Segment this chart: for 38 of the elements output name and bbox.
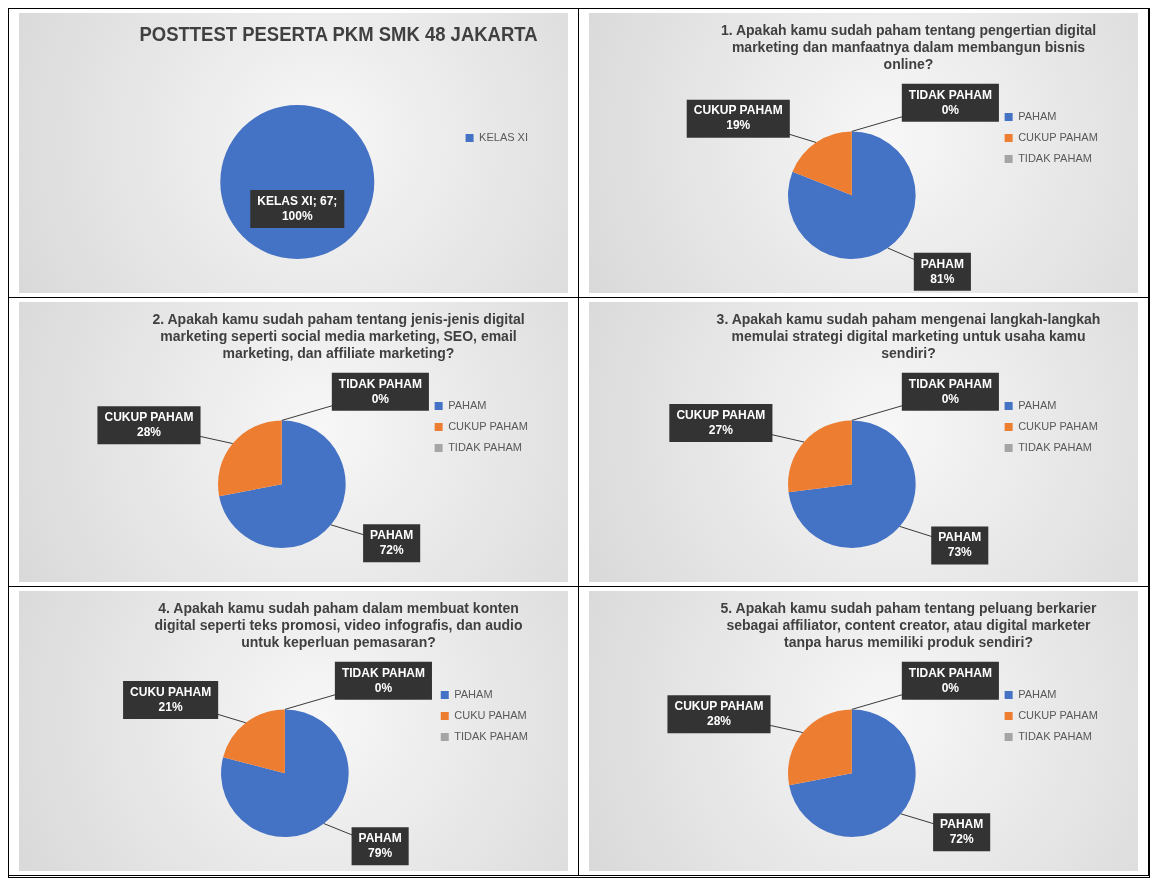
legend-label: CUKUP PAHAM: [1018, 709, 1098, 722]
chart-title: POSTTEST PESERTA PKM SMK 48 JAKARTA: [139, 22, 538, 45]
legend-label: CUKU PAHAM: [454, 709, 527, 722]
data-label: PAHAM 73%: [938, 530, 982, 560]
chart-title: 4. Apakah kamu sudah paham dalam membuat konten digital seperti teks promosi, video infografis, dan audio untuk keperluan pemasaran?: [154, 600, 523, 650]
chart-title: 3. Apakah kamu sudah paham mengenai langkah-langkah memulai strategi digital marketing untuk usaha kamu sendiri?: [716, 311, 1101, 361]
legend-label: CUKUP PAHAM: [1018, 420, 1098, 433]
data-label: CUKUP PAHAM 19%: [693, 103, 783, 133]
data-label: KELAS XI; 67; 100%: [257, 193, 338, 223]
legend-label: PAHAM: [1018, 399, 1057, 412]
data-label: CUKU PAHAM 21%: [130, 684, 212, 714]
text: TIDAK PAHAM 0%: [908, 665, 992, 695]
legend-label: TIDAK PAHAM: [448, 441, 522, 454]
data-label: PAHAM 72%: [370, 527, 414, 557]
legend-label: PAHAM: [448, 399, 487, 412]
legend-label: PAHAM: [1018, 110, 1057, 123]
legend-label: PAHAM: [454, 688, 493, 701]
legend-label: TIDAK PAHAM: [1018, 730, 1092, 743]
legend-label: CUKUP PAHAM: [448, 420, 528, 433]
data-label: CUKUP PAHAM 28%: [104, 410, 194, 440]
legend-label: CUKUP PAHAM: [1018, 131, 1098, 144]
data-label: PAHAM 79%: [358, 831, 402, 861]
data-label: CUKUP PAHAM 28%: [674, 699, 764, 729]
legend-label: TIDAK PAHAM: [1018, 441, 1092, 454]
text: TIDAK PAHAM 0%: [908, 87, 992, 117]
chart-title: 5. Apakah kamu sudah paham tentang peluang berkarier sebagai affiliator, content creator, atau digital marketer tanpa harus memiliki produk sendiri?: [720, 600, 1098, 650]
data-label: CUKUP PAHAM 27%: [676, 407, 766, 437]
data-label: PAHAM 81%: [920, 256, 964, 286]
data-label: PAHAM 72%: [940, 816, 984, 846]
legend-label: KELAS XI: [479, 131, 529, 144]
legend-label: TIDAK PAHAM: [1018, 152, 1092, 165]
chart-title: 2. Apakah kamu sudah paham tentang jenis-jenis digital marketing seperti social media marketing, SEO, email marketing, dan affiliate marketing?: [152, 311, 525, 361]
text: TIDAK PAHAM 0%: [338, 376, 422, 406]
legend-label: TIDAK PAHAM: [454, 730, 529, 743]
text: TIDAK PAHAM 0%: [341, 665, 425, 695]
legend-label: PAHAM: [1018, 688, 1057, 701]
text: TIDAK PAHAM 0%: [908, 376, 992, 406]
chart-title: 1. Apakah kamu sudah paham tentang pengertian digital marketing dan manfaatnya dalam membangun bisnis online?: [720, 22, 1097, 72]
